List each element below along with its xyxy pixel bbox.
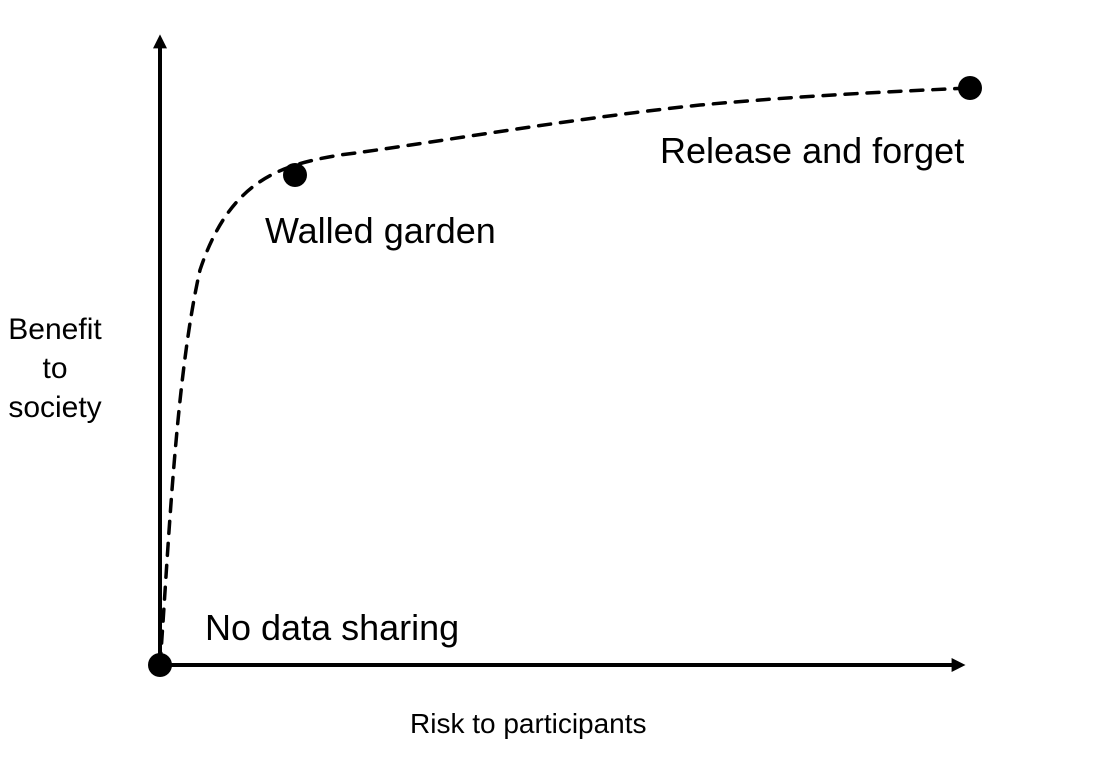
- y-axis-label-line: society: [0, 388, 110, 427]
- x-axis-label: Risk to participants: [410, 708, 647, 740]
- chart-container: Benefittosociety Risk to participants No…: [0, 0, 1106, 756]
- point-label-release-and-forget: Release and forget: [660, 130, 964, 172]
- y-axis-label-line: Benefit: [0, 310, 110, 349]
- point-walled-garden: [283, 163, 307, 187]
- y-axis-label-line: to: [0, 349, 110, 388]
- y-axis-label: Benefittosociety: [0, 310, 110, 427]
- trend-curve: [160, 88, 970, 665]
- x-axis-label-text: Risk to participants: [410, 708, 647, 739]
- point-label-walled-garden: Walled garden: [265, 210, 496, 252]
- point-no-data-sharing: [148, 653, 172, 677]
- point-release-and-forget: [958, 76, 982, 100]
- point-label-no-data-sharing: No data sharing: [205, 607, 459, 649]
- chart-svg: [0, 0, 1106, 756]
